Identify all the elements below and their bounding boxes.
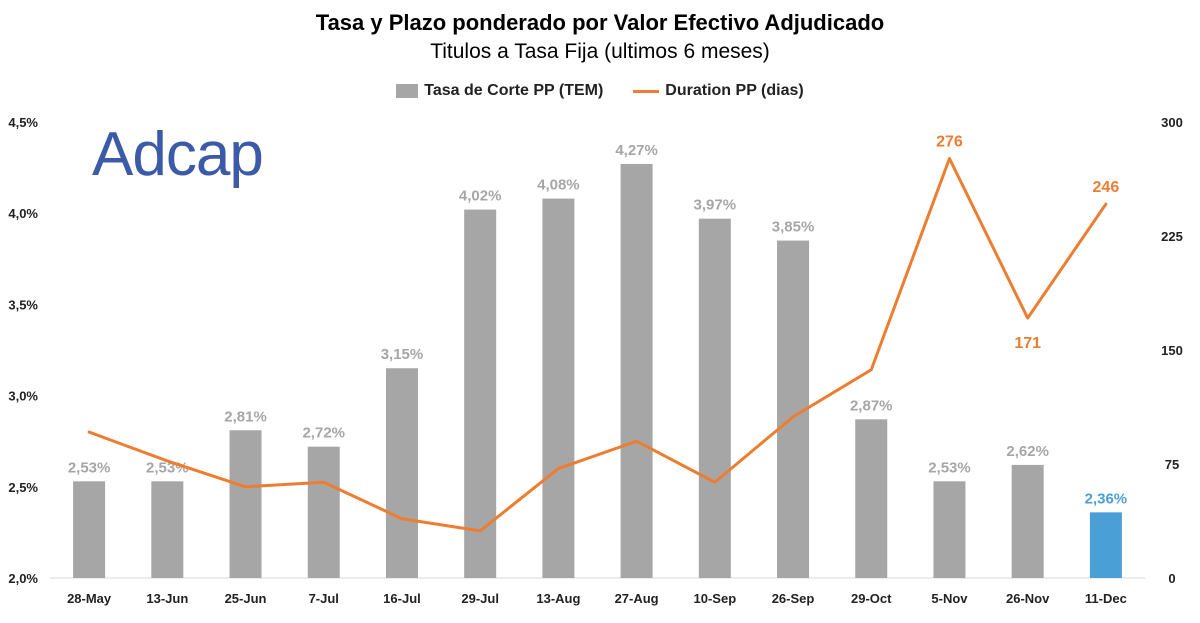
adcap-logo: Adcap	[92, 120, 264, 189]
chart-legend: Tasa de Corte PP (TEM) Duration PP (dias…	[0, 82, 1200, 100]
x-tick-label: 13-Aug	[536, 591, 580, 606]
bar-label-7-Jul: 2,72%	[302, 425, 345, 442]
y-left-tick-label: 2,0%	[8, 571, 38, 586]
x-tick-label: 27-Aug	[615, 591, 659, 606]
x-tick-label: 16-Jul	[383, 591, 421, 606]
x-tick-label: 11-Dec	[1085, 591, 1127, 606]
x-tick-label: 10-Sep	[694, 591, 737, 606]
bar-29-Jul	[464, 209, 497, 578]
x-tick-label: 26-Sep	[772, 591, 815, 606]
duration-line	[87, 156, 1108, 533]
bar-13-Aug	[542, 198, 575, 578]
bar-label-28-May: 2,53%	[68, 459, 111, 476]
bar-7-Jul	[307, 446, 340, 578]
bar-label-27-Aug: 4,27%	[615, 142, 658, 159]
x-tick-label: 28-May	[67, 591, 112, 606]
chart-title: Tasa y Plazo ponderado por Valor Efectiv…	[315, 10, 885, 35]
line-label-5-Nov: 276	[936, 133, 963, 150]
bar-27-Aug	[620, 163, 653, 578]
x-tick-label: 29-Jul	[461, 591, 499, 606]
bar-label-10-Sep: 3,97%	[694, 197, 737, 214]
legend-label-line: Duration PP (dias)	[665, 82, 804, 99]
y-right-tick-label: 0	[1168, 571, 1175, 586]
x-tick-label: 25-Jun	[225, 591, 267, 606]
bar-25-Jun	[229, 430, 262, 578]
y-right-tick-label: 75	[1165, 457, 1179, 472]
bar-5-Nov	[933, 481, 966, 578]
y-left-tick-label: 2,5%	[8, 480, 38, 495]
x-tick-label: 26-Nov	[1006, 591, 1050, 606]
y-left-tick-label: 4,0%	[8, 206, 38, 221]
x-tick-label: 7-Jul	[309, 591, 339, 606]
legend-item-bar: Tasa de Corte PP (TEM)	[396, 82, 603, 100]
x-tick-label: 29-Oct	[851, 591, 892, 606]
bar-label-5-Nov: 2,53%	[928, 459, 971, 476]
bar-16-Jul	[385, 368, 418, 578]
legend-item-line: Duration PP (dias)	[633, 82, 804, 100]
bar-label-16-Jul: 3,15%	[381, 346, 424, 363]
bar-label-29-Oct: 2,87%	[850, 397, 893, 414]
y-right-tick-label: 150	[1161, 343, 1183, 358]
bar-label-29-Jul: 4,02%	[459, 188, 502, 205]
bar-label-25-Jun: 2,81%	[224, 408, 267, 425]
line-label-11-Dec: 246	[1093, 179, 1120, 196]
bar-26-Nov	[1011, 464, 1044, 578]
legend-swatch-line	[633, 89, 660, 93]
bar-29-Oct	[855, 419, 888, 578]
y-left-tick-label: 4,5%	[8, 115, 38, 130]
logo-text: Adcap	[92, 120, 263, 189]
bar-10-Sep	[698, 218, 731, 578]
x-tick-label: 5-Nov	[931, 591, 968, 606]
bar-28-May	[73, 481, 106, 578]
bar-label-26-Nov: 2,62%	[1006, 443, 1049, 460]
x-tick-label: 13-Jun	[146, 591, 188, 606]
bar-11-Dec	[1089, 512, 1122, 578]
line-label-26-Nov: 171	[1014, 335, 1041, 352]
bar-label-11-Dec: 2,36%	[1085, 490, 1128, 507]
chart-subtitle: Titulos a Tasa Fija (ultimos 6 meses)	[430, 40, 770, 63]
legend-swatch-bar	[396, 84, 419, 98]
legend-label-bar: Tasa de Corte PP (TEM)	[424, 82, 604, 99]
y-left-tick-label: 3,0%	[8, 389, 38, 404]
y-right-tick-label: 225	[1161, 229, 1183, 244]
bar-label-26-Sep: 3,85%	[772, 219, 815, 236]
bar-label-13-Aug: 4,08%	[537, 177, 580, 194]
y-left-tick-label: 3,5%	[8, 297, 38, 312]
y-right-tick-label: 300	[1161, 115, 1183, 130]
bar-13-Jun	[151, 481, 184, 578]
